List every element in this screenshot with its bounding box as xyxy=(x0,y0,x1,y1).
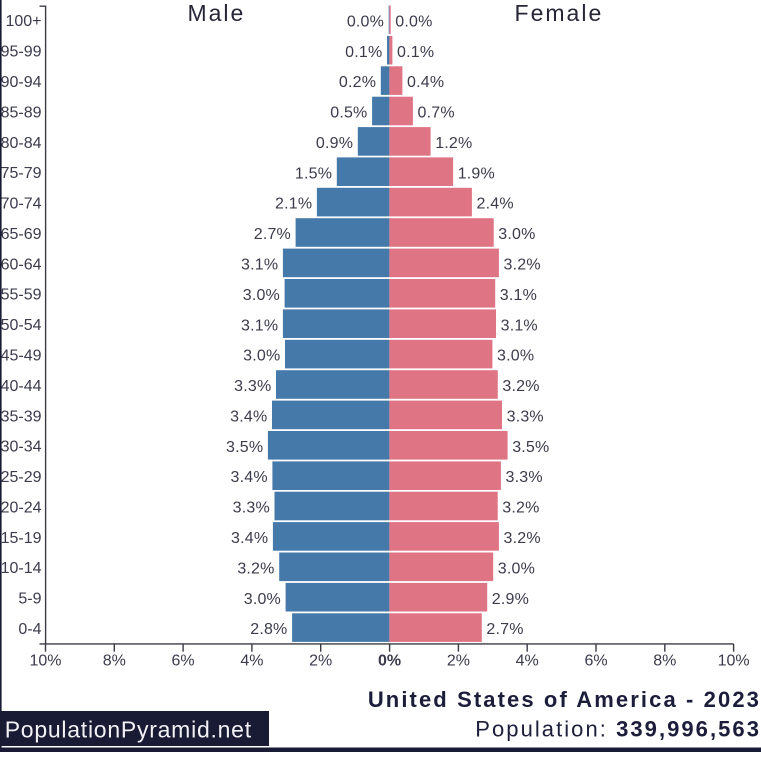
svg-text:10%: 10% xyxy=(718,653,750,670)
svg-text:0.0%: 0.0% xyxy=(395,13,432,30)
svg-text:3.4%: 3.4% xyxy=(231,530,268,547)
svg-text:4%: 4% xyxy=(240,653,263,670)
svg-text:3.1%: 3.1% xyxy=(241,257,278,274)
svg-text:45-49: 45-49 xyxy=(1,348,42,365)
svg-text:1.5%: 1.5% xyxy=(295,165,332,182)
svg-text:United States of America - 202: United States of America - 2023 xyxy=(368,687,761,712)
svg-text:5-9: 5-9 xyxy=(18,591,41,608)
svg-text:85-89: 85-89 xyxy=(1,104,42,121)
svg-text:30-34: 30-34 xyxy=(1,439,42,456)
svg-text:3.1%: 3.1% xyxy=(500,287,537,304)
svg-text:Male: Male xyxy=(187,0,245,26)
svg-text:3.2%: 3.2% xyxy=(504,257,541,274)
svg-text:3.5%: 3.5% xyxy=(512,439,549,456)
svg-text:3.2%: 3.2% xyxy=(237,560,274,577)
svg-text:2.8%: 2.8% xyxy=(250,621,287,638)
svg-text:8%: 8% xyxy=(653,653,676,670)
svg-text:3.4%: 3.4% xyxy=(231,469,268,486)
svg-text:8%: 8% xyxy=(103,653,126,670)
svg-text:3.1%: 3.1% xyxy=(501,317,538,334)
svg-text:0.2%: 0.2% xyxy=(339,74,376,91)
svg-text:40-44: 40-44 xyxy=(1,378,42,395)
svg-text:3.2%: 3.2% xyxy=(502,378,539,395)
svg-text:70-74: 70-74 xyxy=(1,196,42,213)
svg-text:3.2%: 3.2% xyxy=(502,500,539,517)
svg-text:15-19: 15-19 xyxy=(1,530,42,547)
svg-text:20-24: 20-24 xyxy=(1,499,42,516)
svg-text:2.1%: 2.1% xyxy=(275,196,312,213)
svg-text:4%: 4% xyxy=(516,653,539,670)
svg-text:0.1%: 0.1% xyxy=(397,44,434,61)
svg-text:3.0%: 3.0% xyxy=(498,560,535,577)
svg-text:3.0%: 3.0% xyxy=(244,591,281,608)
svg-text:Population: 339,996,563: Population: 339,996,563 xyxy=(475,717,761,742)
svg-text:Female: Female xyxy=(515,0,604,26)
svg-text:6%: 6% xyxy=(584,653,607,670)
svg-text:2%: 2% xyxy=(309,653,332,670)
svg-text:3.5%: 3.5% xyxy=(226,439,263,456)
svg-text:3.1%: 3.1% xyxy=(241,317,278,334)
svg-text:0.4%: 0.4% xyxy=(407,74,444,91)
svg-text:0-4: 0-4 xyxy=(18,621,41,638)
svg-text:3.4%: 3.4% xyxy=(230,409,267,426)
svg-text:10-14: 10-14 xyxy=(1,560,42,577)
svg-text:3.3%: 3.3% xyxy=(233,500,270,517)
svg-text:60-64: 60-64 xyxy=(1,256,42,273)
svg-text:90-94: 90-94 xyxy=(1,74,42,91)
svg-text:0.9%: 0.9% xyxy=(316,135,353,152)
svg-text:25-29: 25-29 xyxy=(1,469,42,486)
svg-text:2.9%: 2.9% xyxy=(492,591,529,608)
svg-text:3.3%: 3.3% xyxy=(507,409,544,426)
svg-text:3.0%: 3.0% xyxy=(498,226,535,243)
svg-text:2.7%: 2.7% xyxy=(486,621,523,638)
svg-text:1.2%: 1.2% xyxy=(435,135,472,152)
svg-text:0.7%: 0.7% xyxy=(418,105,455,122)
svg-text:PopulationPyramid.net: PopulationPyramid.net xyxy=(5,717,252,743)
svg-text:35-39: 35-39 xyxy=(1,408,42,425)
svg-text:3.3%: 3.3% xyxy=(506,469,543,486)
svg-text:65-69: 65-69 xyxy=(1,226,42,243)
svg-text:3.0%: 3.0% xyxy=(497,348,534,365)
svg-text:50-54: 50-54 xyxy=(1,317,42,334)
svg-text:0.1%: 0.1% xyxy=(345,44,382,61)
svg-text:2.7%: 2.7% xyxy=(254,226,291,243)
svg-text:6%: 6% xyxy=(172,653,195,670)
svg-text:3.0%: 3.0% xyxy=(243,348,280,365)
svg-text:0%: 0% xyxy=(378,653,401,670)
svg-text:1.9%: 1.9% xyxy=(458,165,495,182)
svg-text:10%: 10% xyxy=(29,653,61,670)
svg-text:75-79: 75-79 xyxy=(1,165,42,182)
svg-text:100+: 100+ xyxy=(5,13,41,30)
svg-text:55-59: 55-59 xyxy=(1,287,42,304)
svg-text:80-84: 80-84 xyxy=(1,135,42,152)
svg-text:0.0%: 0.0% xyxy=(347,13,384,30)
svg-text:3.0%: 3.0% xyxy=(243,287,280,304)
svg-text:2%: 2% xyxy=(447,653,470,670)
svg-text:0.5%: 0.5% xyxy=(330,105,367,122)
svg-text:3.2%: 3.2% xyxy=(504,530,541,547)
svg-text:95-99: 95-99 xyxy=(1,44,42,61)
svg-text:2.4%: 2.4% xyxy=(477,196,514,213)
svg-text:3.3%: 3.3% xyxy=(234,378,271,395)
